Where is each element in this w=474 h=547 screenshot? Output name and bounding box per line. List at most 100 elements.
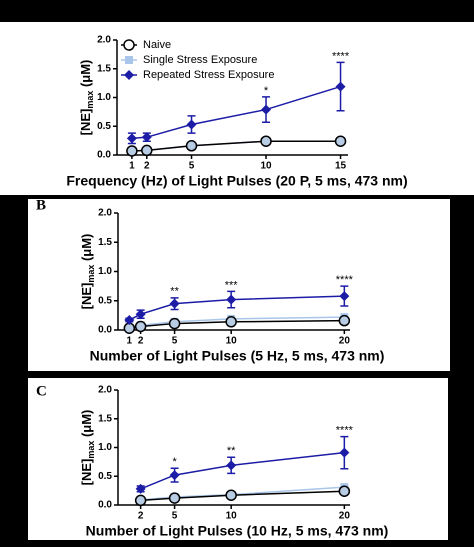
x-tick-label: 2 [138, 511, 144, 522]
legend-label: Single Stress Exposure [143, 54, 257, 66]
marker [226, 294, 237, 305]
annotation: **** [332, 50, 350, 62]
marker [339, 447, 350, 458]
marker [168, 317, 181, 330]
y-label-main: [NE] [79, 283, 94, 310]
marker [169, 298, 180, 309]
x-tick-label: 2 [144, 161, 150, 172]
marker [339, 291, 350, 302]
y-tick-label: 1.0 [97, 92, 111, 103]
marker [261, 104, 272, 115]
marker [126, 145, 138, 157]
annotation: * [172, 456, 177, 468]
annotation: **** [336, 424, 354, 436]
series [135, 435, 350, 494]
annotation: ** [170, 286, 179, 298]
x-tick-label: 20 [339, 511, 351, 522]
y-tick-label: 0.0 [97, 150, 111, 161]
panel-letter: C [36, 383, 47, 399]
x-tick-label: 5 [189, 161, 195, 172]
annotation: * [264, 85, 269, 97]
annotation: **** [336, 274, 354, 286]
y-axis-label: [NE]max (μM) [79, 234, 96, 310]
marker [124, 315, 135, 326]
x-tick-label: 5 [172, 336, 178, 347]
panel-b [28, 199, 450, 371]
marker [338, 485, 351, 497]
marker [225, 489, 237, 501]
y-tick-label: 1.5 [97, 63, 111, 74]
marker [169, 470, 180, 481]
y-label-unit: (μM) [78, 60, 93, 91]
marker [335, 81, 346, 92]
legend-item: Single Stress Exposure [121, 54, 257, 66]
y-tick-label: 0.5 [98, 295, 112, 306]
y-tick-label: 0.0 [98, 500, 112, 511]
annotation: *** [225, 279, 239, 291]
y-label-sub: max [86, 441, 96, 459]
marker [135, 309, 146, 320]
x-tick-label: 10 [226, 511, 238, 522]
y-label-main: [NE] [79, 459, 94, 486]
series [124, 285, 350, 326]
x-tick-label: 2 [138, 336, 144, 347]
marker [134, 494, 147, 507]
x-axis-label: Number of Light Pulses (5 Hz, 5 ms, 473 … [90, 348, 385, 364]
y-tick-label: 1.0 [98, 266, 112, 277]
x-tick-label: 10 [260, 161, 272, 172]
legend-marker [125, 56, 133, 64]
series-line [140, 486, 345, 501]
y-label-unit: (μM) [79, 234, 94, 265]
series [123, 314, 351, 334]
y-label-main: [NE] [78, 109, 93, 136]
series-line [140, 451, 345, 490]
series [126, 135, 347, 157]
marker [185, 140, 198, 152]
y-tick-label: 2.0 [97, 35, 111, 46]
x-tick-label: 20 [339, 336, 351, 347]
x-axis-label: Frequency (Hz) of Light Pulses (20 P, 5 … [66, 173, 407, 189]
marker [334, 135, 347, 147]
x-tick-label: 10 [226, 336, 238, 347]
y-tick-label: 1.0 [98, 442, 112, 453]
y-label-unit: (μM) [79, 410, 94, 441]
series [126, 61, 346, 145]
y-tick-label: 1.5 [98, 413, 112, 424]
x-axis-label: Number of Light Pulses (10 Hz, 5 ms, 473… [86, 523, 389, 539]
marker [141, 132, 152, 143]
panel-a [0, 22, 474, 195]
legend-item: Repeated Stress Exposure [121, 69, 274, 81]
x-tick-label: 1 [127, 336, 133, 347]
y-label-sub: max [86, 265, 96, 283]
x-tick-label: 15 [335, 161, 347, 172]
x-tick-label: 5 [172, 511, 178, 522]
marker [168, 492, 181, 504]
series-line [140, 490, 345, 502]
marker [141, 144, 153, 157]
legend-marker [123, 39, 135, 51]
y-tick-label: 2.0 [98, 208, 112, 219]
y-tick-label: 2.0 [98, 385, 112, 396]
marker [338, 314, 351, 327]
marker [260, 135, 272, 147]
y-tick-label: 0.0 [98, 325, 112, 336]
y-tick-label: 0.5 [97, 121, 111, 132]
panel-c [28, 378, 448, 540]
series [134, 485, 351, 507]
y-tick-label: 0.5 [98, 471, 112, 482]
legend-marker [124, 70, 134, 80]
marker [186, 119, 197, 130]
y-axis-label: [NE]max (μM) [78, 60, 95, 136]
y-label-sub: max [85, 91, 95, 109]
y-tick-label: 1.5 [98, 237, 112, 248]
marker [135, 483, 146, 494]
marker [126, 133, 137, 144]
legend-item: Naive [121, 39, 171, 51]
x-tick-label: 1 [129, 161, 135, 172]
marker [226, 460, 237, 471]
y-axis-label: [NE]max (μM) [79, 410, 96, 486]
panel-letter: B [36, 197, 46, 213]
marker [225, 316, 237, 328]
legend-label: Repeated Stress Exposure [143, 69, 274, 81]
